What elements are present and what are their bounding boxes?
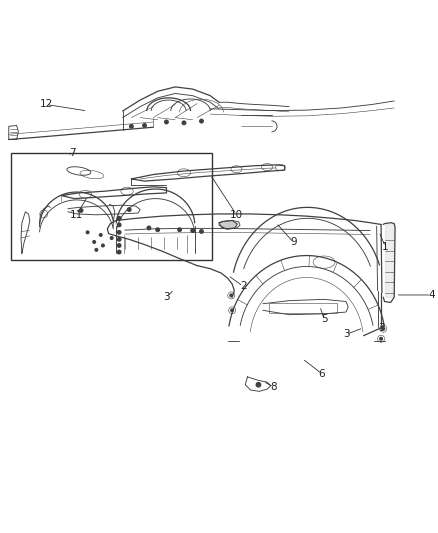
Circle shape <box>231 309 233 312</box>
Text: 3: 3 <box>343 329 350 340</box>
Circle shape <box>147 226 151 230</box>
Circle shape <box>256 383 261 387</box>
Circle shape <box>191 229 194 232</box>
Circle shape <box>117 251 121 254</box>
Text: 4: 4 <box>428 290 435 300</box>
Text: 10: 10 <box>230 210 243 220</box>
Text: 11: 11 <box>70 210 83 220</box>
Polygon shape <box>385 224 394 297</box>
Circle shape <box>380 337 382 340</box>
Circle shape <box>156 228 159 231</box>
Circle shape <box>102 244 104 247</box>
Text: 1: 1 <box>382 242 389 252</box>
Circle shape <box>110 237 113 239</box>
Circle shape <box>117 238 121 241</box>
Text: 7: 7 <box>69 148 76 158</box>
Circle shape <box>95 248 98 251</box>
Circle shape <box>200 230 203 233</box>
Circle shape <box>117 244 121 247</box>
Circle shape <box>79 209 83 212</box>
Text: 9: 9 <box>290 237 297 247</box>
Circle shape <box>143 124 146 127</box>
Text: 6: 6 <box>318 369 325 379</box>
Text: 8: 8 <box>270 382 277 392</box>
Circle shape <box>117 231 121 234</box>
Circle shape <box>382 327 385 330</box>
Text: 2: 2 <box>240 281 247 291</box>
Circle shape <box>178 228 181 231</box>
Text: 5: 5 <box>321 314 328 324</box>
Circle shape <box>182 121 186 125</box>
Circle shape <box>93 241 95 243</box>
Circle shape <box>86 231 89 233</box>
Circle shape <box>117 216 121 220</box>
Circle shape <box>127 208 131 211</box>
Circle shape <box>200 119 203 123</box>
Circle shape <box>117 223 121 227</box>
Text: 3: 3 <box>378 323 385 333</box>
Circle shape <box>99 233 102 236</box>
Circle shape <box>230 294 233 297</box>
Text: 12: 12 <box>39 100 53 109</box>
Circle shape <box>130 125 133 128</box>
Circle shape <box>165 120 168 124</box>
Polygon shape <box>219 221 237 229</box>
Text: 3: 3 <box>163 292 170 302</box>
